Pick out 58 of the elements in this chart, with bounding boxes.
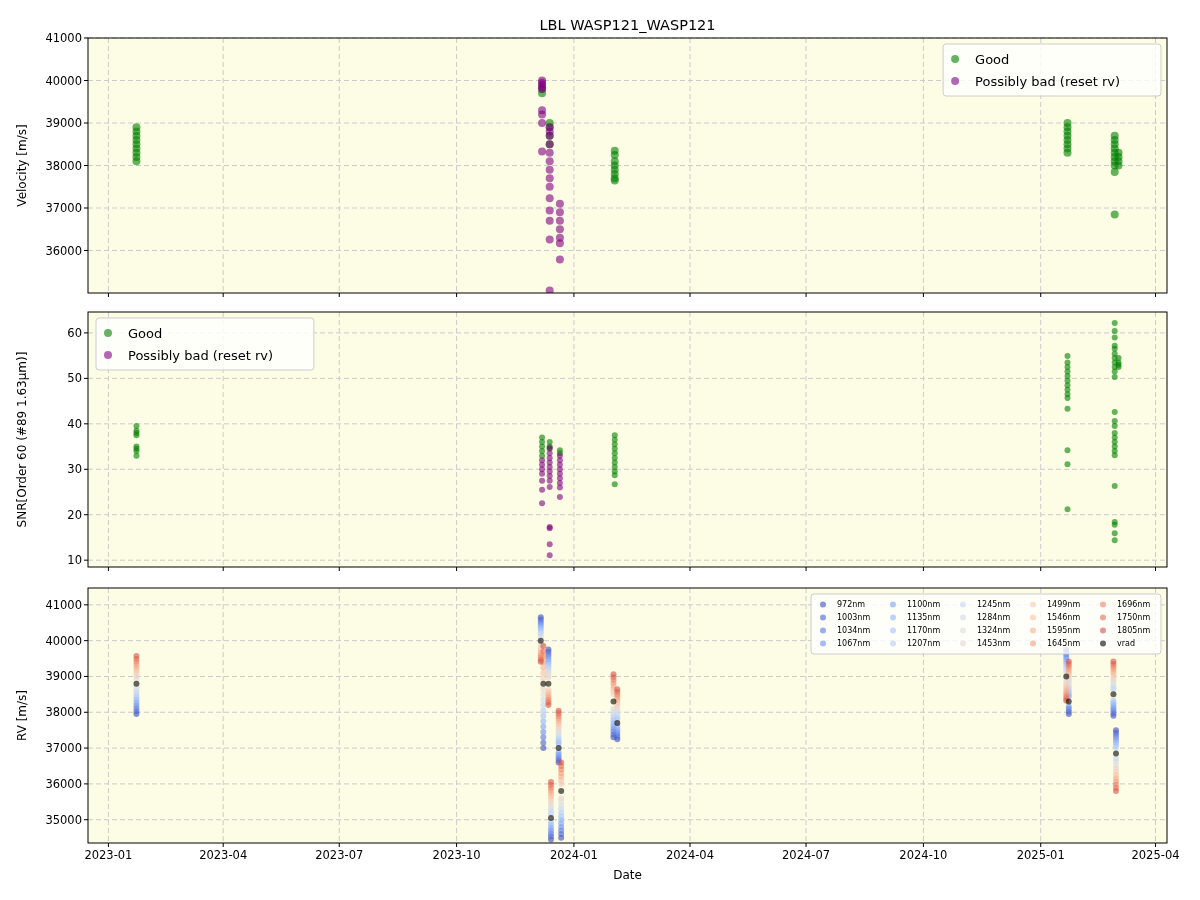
y-tick-label: 60 <box>67 325 82 340</box>
legend-label: 1067nm <box>837 639 871 649</box>
x-tick-label: 2024-07 <box>782 848 831 862</box>
y-axis-title: Velocity [m/s] <box>15 124 29 207</box>
legend-label: 1284nm <box>977 613 1011 623</box>
x-tick-label: 2025-01 <box>1016 848 1065 862</box>
y-tick-label: 41000 <box>45 597 82 612</box>
legend-label: Possibly bad (reset rv) <box>975 73 1121 89</box>
x-tick-label: 2023-10 <box>432 848 481 862</box>
legend-label: 1499nm <box>1047 600 1081 610</box>
legend-label: Good <box>975 51 1010 67</box>
legend-label: 1546nm <box>1047 613 1081 623</box>
legend-label: Good <box>128 325 163 341</box>
x-tick-label: 2023-01 <box>84 848 133 862</box>
y-tick-label: 38000 <box>45 705 82 720</box>
y-tick-label: 41000 <box>45 31 82 46</box>
legend-label: 1170nm <box>907 626 941 636</box>
y-tick-label: 40000 <box>45 73 82 88</box>
y-tick-label: 20 <box>67 507 82 522</box>
legend-label: 972nm <box>837 600 866 610</box>
y-tick-label: 40 <box>67 416 82 431</box>
y-tick-label: 39000 <box>45 669 82 684</box>
y-tick-label: 10 <box>67 553 82 568</box>
y-tick-label: 37000 <box>45 201 82 216</box>
y-tick-label: 37000 <box>45 741 82 756</box>
x-tick-label: 2024-01 <box>549 848 598 862</box>
y-tick-label: 36000 <box>45 776 82 791</box>
legend-label: 1003nm <box>837 613 871 623</box>
legend-label: 1453nm <box>977 639 1011 649</box>
x-tick-label: 2023-07 <box>315 848 364 862</box>
y-tick-label: 36000 <box>45 243 82 258</box>
x-tick-label: 2025-04 <box>1131 848 1180 862</box>
x-axis-title: Date <box>613 868 642 882</box>
chart-title: LBL WASP121_WASP121 <box>539 17 716 33</box>
y-tick-label: 39000 <box>45 116 82 131</box>
y-tick-label: 30 <box>67 462 82 477</box>
legend-label: 1245nm <box>977 600 1011 610</box>
y-tick-label: 40000 <box>45 633 82 648</box>
legend-label: 1696nm <box>1117 600 1151 610</box>
x-tick-label: 2024-10 <box>899 848 948 862</box>
legend-label: 1595nm <box>1047 626 1081 636</box>
y-axis-title: SNR[Order 60 (#89 1.63μm)] <box>15 351 29 528</box>
x-tick-label: 2024-04 <box>665 848 715 862</box>
legend-label: 1207nm <box>907 639 941 649</box>
y-tick-label: 50 <box>67 371 82 386</box>
legend-label: 1100nm <box>907 600 941 610</box>
legend-label: 1750nm <box>1117 613 1151 623</box>
legend-label: 1324nm <box>977 626 1011 636</box>
legend-label: vrad <box>1117 639 1136 649</box>
legend-label: Possibly bad (reset rv) <box>128 347 274 363</box>
x-tick-label: 2023-04 <box>199 848 248 862</box>
y-axis-title: RV [m/s] <box>15 689 29 742</box>
legend-label: 1645nm <box>1047 639 1081 649</box>
legend-label: 1034nm <box>837 626 871 636</box>
legend-label: 1135nm <box>907 613 941 623</box>
y-tick-label: 38000 <box>45 158 82 173</box>
legend-label: 1805nm <box>1117 626 1151 636</box>
y-tick-label: 35000 <box>45 812 82 827</box>
